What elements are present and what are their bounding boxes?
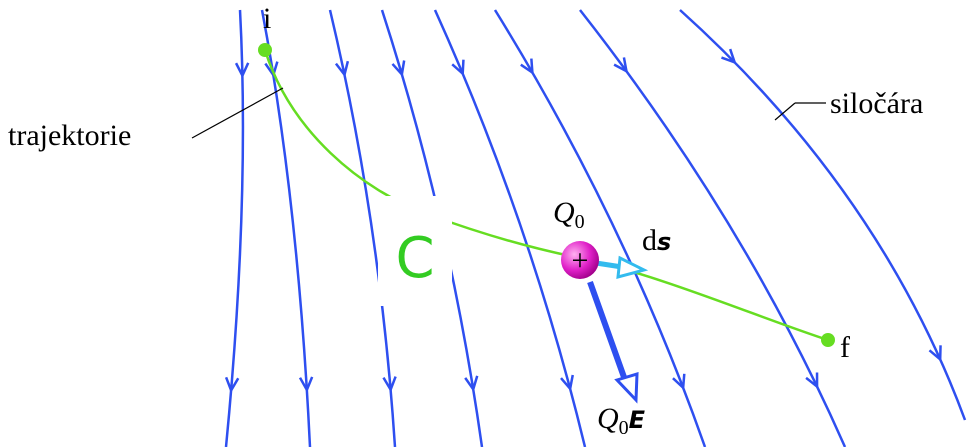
path-label: C [395, 226, 434, 291]
force-label: Q0E [597, 402, 646, 439]
field-arrowhead [560, 374, 574, 392]
field-arrowhead [928, 345, 942, 362]
end-label: f [840, 331, 850, 364]
charge-label: Q0 [553, 196, 585, 233]
field-lines [224, 9, 967, 447]
field-arrowhead [464, 375, 479, 393]
field-line [328, 9, 397, 447]
force-arrowhead [614, 371, 639, 404]
symbol: Q [553, 196, 575, 229]
displacement-arrowhead [616, 255, 649, 280]
field-line [433, 9, 587, 447]
field-arrowhead [382, 376, 397, 393]
charge [561, 241, 599, 279]
prefix: d [642, 224, 657, 257]
field-arrowhead [672, 373, 686, 391]
field-arrowhead [391, 60, 406, 78]
displacement-label: ds [642, 224, 671, 257]
start-point [258, 43, 272, 57]
field-line [493, 9, 707, 447]
field-line-label: siločára [830, 87, 923, 120]
field-line [260, 9, 312, 447]
field-arrowhead [334, 60, 350, 78]
vector: E [629, 406, 646, 434]
field-arrowhead [613, 57, 629, 74]
vector: s [657, 228, 671, 256]
field-arrowhead [298, 376, 314, 393]
symbol: Q [597, 402, 619, 435]
field-arrowhead [234, 62, 250, 79]
trajectory-label: trajektorie [8, 119, 131, 152]
leader-line [191, 87, 284, 139]
start-label: i [263, 2, 271, 35]
trajectory [263, 49, 829, 342]
field-arrowhead [805, 372, 819, 390]
subscript: 0 [619, 417, 629, 439]
field-arrowhead [451, 59, 465, 77]
end-point [821, 333, 835, 347]
charge-sign: + [572, 244, 589, 277]
field-line [224, 9, 245, 447]
field-arrowhead [520, 58, 534, 76]
label-background [378, 196, 452, 306]
leader-line [774, 102, 796, 121]
field-arrowhead [721, 48, 737, 65]
field-arrowhead [224, 376, 240, 394]
subscript: 0 [575, 211, 585, 233]
force-arrow [587, 280, 628, 382]
